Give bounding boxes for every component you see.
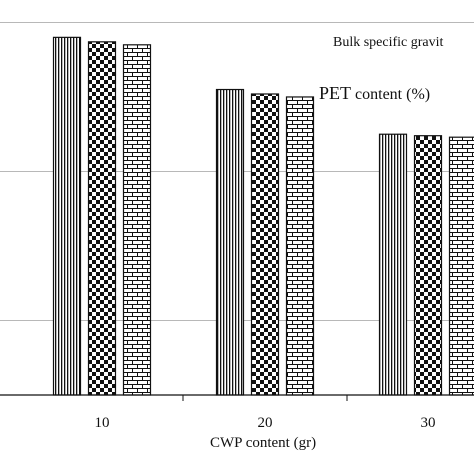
chart-title: Bulk specific gravit (333, 35, 444, 50)
bars (52, 36, 474, 396)
legend-title: PET content (%) (319, 83, 430, 103)
bar-brick-10 (122, 44, 152, 396)
x-tick-label-10: 10 (95, 415, 110, 431)
bar-checkerboard-10 (87, 41, 117, 396)
bar-brick-30 (448, 136, 474, 396)
legend-title-main: PET (319, 83, 351, 103)
x-axis-label: CWP content (gr) (210, 435, 316, 451)
x-axis-ticks: 10 20 30 (95, 395, 436, 431)
x-tick-label-30: 30 (421, 415, 436, 431)
bar-checkerboard-20 (250, 93, 280, 396)
x-tick-label-20: 20 (258, 415, 273, 431)
bar-vertical-lines-10 (52, 36, 82, 396)
legend-title-rest: content (%) (351, 86, 430, 103)
bar-vertical-lines-20 (215, 88, 245, 396)
bar-vertical-lines-30 (378, 133, 408, 396)
bar-checkerboard-30 (413, 135, 443, 396)
bar-brick-20 (285, 96, 315, 396)
